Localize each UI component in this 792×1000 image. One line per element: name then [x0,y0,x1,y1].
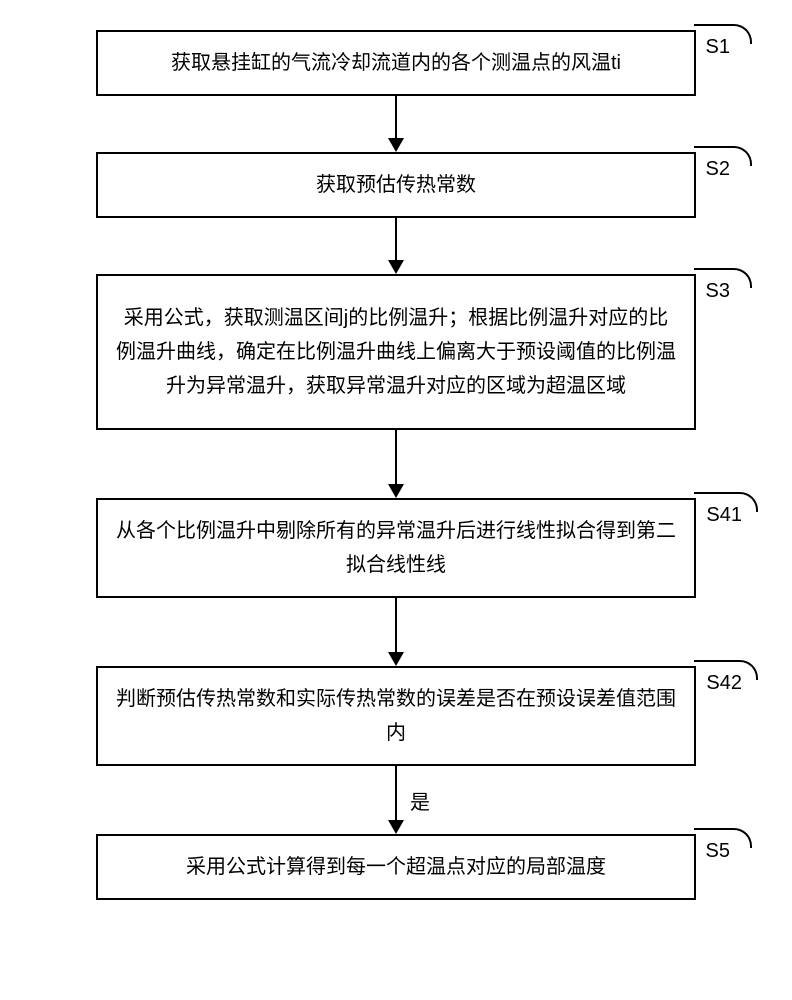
arrow-head-icon [388,138,404,152]
node-wrapper-s1: 获取悬挂缸的气流冷却流道内的各个测温点的风温ti S1 [40,30,752,96]
node-s3: 采用公式，获取测温区间j的比例温升；根据比例温升对应的比例温升曲线，确定在比例温… [96,274,696,430]
node-s41: 从各个比例温升中剔除所有的异常温升后进行线性拟合得到第二拟合线性线 [96,498,696,598]
node-s1-text: 获取悬挂缸的气流冷却流道内的各个测温点的风温ti [171,46,621,80]
flowchart-container: 获取悬挂缸的气流冷却流道内的各个测温点的风温ti S1 获取预估传热常数 S2 … [40,30,752,900]
node-s5: 采用公式计算得到每一个超温点对应的局部温度 [96,834,696,900]
node-wrapper-s42: 判断预估传热常数和实际传热常数的误差是否在预设误差值范围内 S42 [40,666,752,766]
label-s42: S42 [706,672,742,695]
node-wrapper-s2: 获取预估传热常数 S2 [40,152,752,218]
node-wrapper-s3: 采用公式，获取测温区间j的比例温升；根据比例温升对应的比例温升曲线，确定在比例温… [40,274,752,430]
arrow-head-icon [388,260,404,274]
node-s42: 判断预估传热常数和实际传热常数的误差是否在预设误差值范围内 [96,666,696,766]
label-s5: S5 [706,840,730,863]
arrow-s3-s41 [96,430,696,498]
arrow-line [395,766,397,820]
node-s3-text: 采用公式，获取测温区间j的比例温升；根据比例温升对应的比例温升曲线，确定在比例温… [116,301,676,403]
label-s3: S3 [706,280,730,303]
node-s5-text: 采用公式计算得到每一个超温点对应的局部温度 [186,850,606,884]
arrow-s2-s3 [96,218,696,274]
arrow-line [395,218,397,260]
arrow-line [395,598,397,652]
node-s2: 获取预估传热常数 [96,152,696,218]
label-s2: S2 [706,158,730,181]
label-s1: S1 [706,36,730,59]
node-s1: 获取悬挂缸的气流冷却流道内的各个测温点的风温ti [96,30,696,96]
arrow-line [395,430,397,484]
node-s42-text: 判断预估传热常数和实际传热常数的误差是否在预设误差值范围内 [116,682,676,750]
arrow-head-icon [388,820,404,834]
node-wrapper-s5: 采用公式计算得到每一个超温点对应的局部温度 S5 [40,834,752,900]
edge-label-yes: 是 [410,786,430,815]
node-s41-text: 从各个比例温升中剔除所有的异常温升后进行线性拟合得到第二拟合线性线 [116,514,676,582]
arrow-line [395,96,397,138]
arrow-s41-s42 [96,598,696,666]
arrow-head-icon [388,484,404,498]
arrow-head-icon [388,652,404,666]
arrow-s42-s5: 是 [96,766,696,834]
label-s41: S41 [706,504,742,527]
arrow-s1-s2 [96,96,696,152]
node-s2-text: 获取预估传热常数 [316,168,476,202]
node-wrapper-s41: 从各个比例温升中剔除所有的异常温升后进行线性拟合得到第二拟合线性线 S41 [40,498,752,598]
